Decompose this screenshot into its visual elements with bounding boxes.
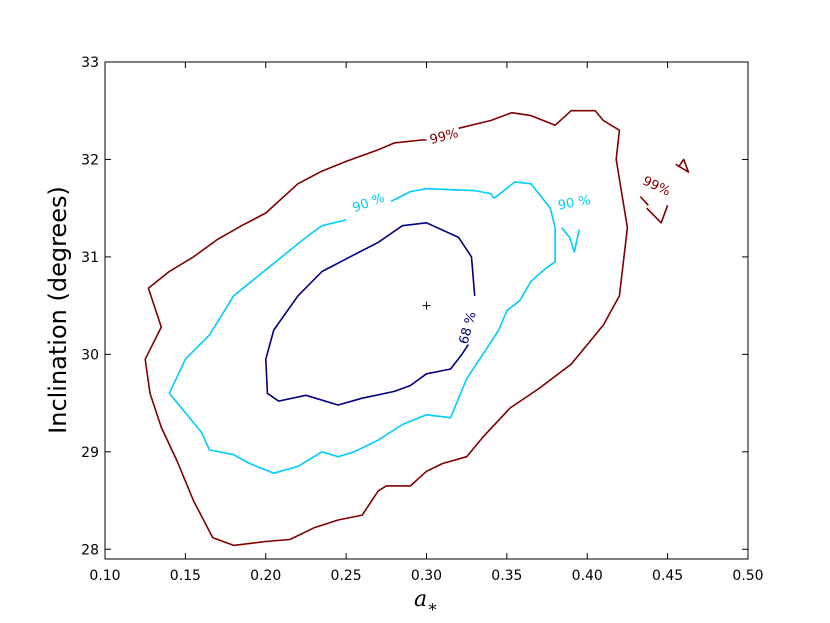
x-tick-label-5: 0.35 [491, 568, 522, 584]
x-axis-label: a∗ [414, 587, 438, 616]
y-axis-ticks: 28 29 30 31 32 33 [81, 55, 748, 558]
y-tick-label-3: 31 [81, 250, 99, 266]
x-tick-label-4: 0.30 [411, 568, 442, 584]
x-tick-label-2: 0.20 [250, 568, 281, 584]
contour-90-label-1: 90 % [557, 193, 592, 214]
contour-99-segment-1 [639, 195, 649, 206]
best-fit-marker [422, 301, 431, 310]
contour-99-segment-3 [675, 158, 690, 173]
y-axis-label: Inclination (degrees) [44, 186, 72, 434]
contour-68-segment-0 [264, 222, 476, 406]
y-tick-label-0: 28 [81, 542, 99, 558]
contour-90-segment-2 [560, 227, 580, 253]
x-tick-label-0: 0.10 [89, 568, 120, 584]
x-tick-label-3: 0.25 [331, 568, 362, 584]
y-tick-label-2: 30 [81, 347, 99, 363]
y-tick-label-1: 29 [81, 445, 99, 461]
contour-90-segment-1 [390, 187, 495, 203]
contour-lines [144, 109, 690, 547]
x-tick-label-8: 0.50 [732, 568, 763, 584]
x-tick-label-1: 0.15 [170, 568, 201, 584]
x-tick-label-6: 0.40 [572, 568, 603, 584]
x-tick-label-7: 0.45 [652, 568, 683, 584]
x-axis-label-symbol: a [414, 587, 427, 612]
y-tick-label-4: 32 [81, 152, 99, 168]
plot-background [105, 62, 748, 559]
contour-99-segment-0 [144, 109, 629, 547]
contour-99-segment-2 [646, 205, 669, 224]
x-axis-label-subscript: ∗ [427, 597, 438, 616]
contour-90-segment-0 [168, 181, 556, 475]
contour-99-label-0: 99% [428, 126, 460, 148]
y-tick-label-5: 33 [81, 55, 99, 71]
x-axis-ticks: 0.10 0.15 0.20 0.25 0.30 0.35 0.40 0.45 0.50 [89, 62, 764, 584]
